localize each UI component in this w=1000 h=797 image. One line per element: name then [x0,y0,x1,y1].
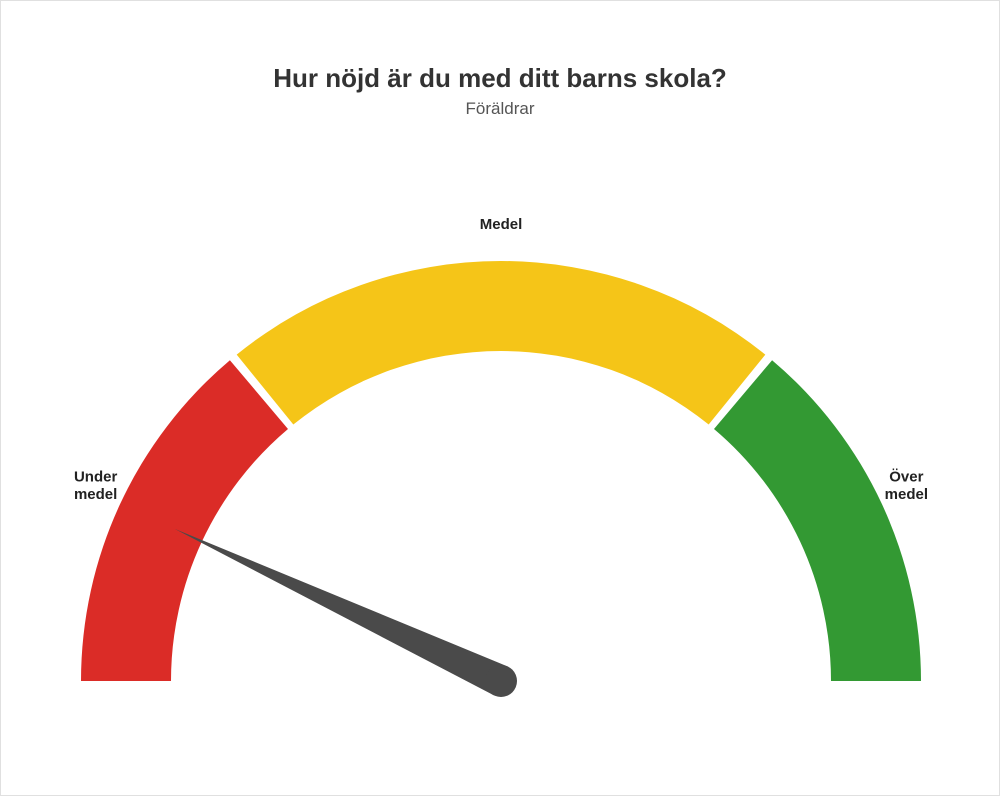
gauge-needle [175,529,517,697]
chart-subtitle: Föräldrar [1,99,999,119]
gauge-segment-label: Medel [480,216,523,233]
gauge-needle-pointer [175,529,508,696]
gauge-needle-hub [485,665,517,697]
gauge-segment [81,360,288,681]
gauge-segment [714,360,921,681]
gauge-segment-label: Undermedel [74,469,118,503]
chart-title: Hur nöjd är du med ditt barns skola? [1,63,999,94]
chart-frame: Hur nöjd är du med ditt barns skola? För… [0,0,1000,796]
gauge-arcs [81,261,921,681]
gauge-chart: Undermedel Medel Övermedel [1,1,1000,797]
gauge-segment-label: Övermedel [885,469,928,503]
gauge-segment [237,261,766,425]
